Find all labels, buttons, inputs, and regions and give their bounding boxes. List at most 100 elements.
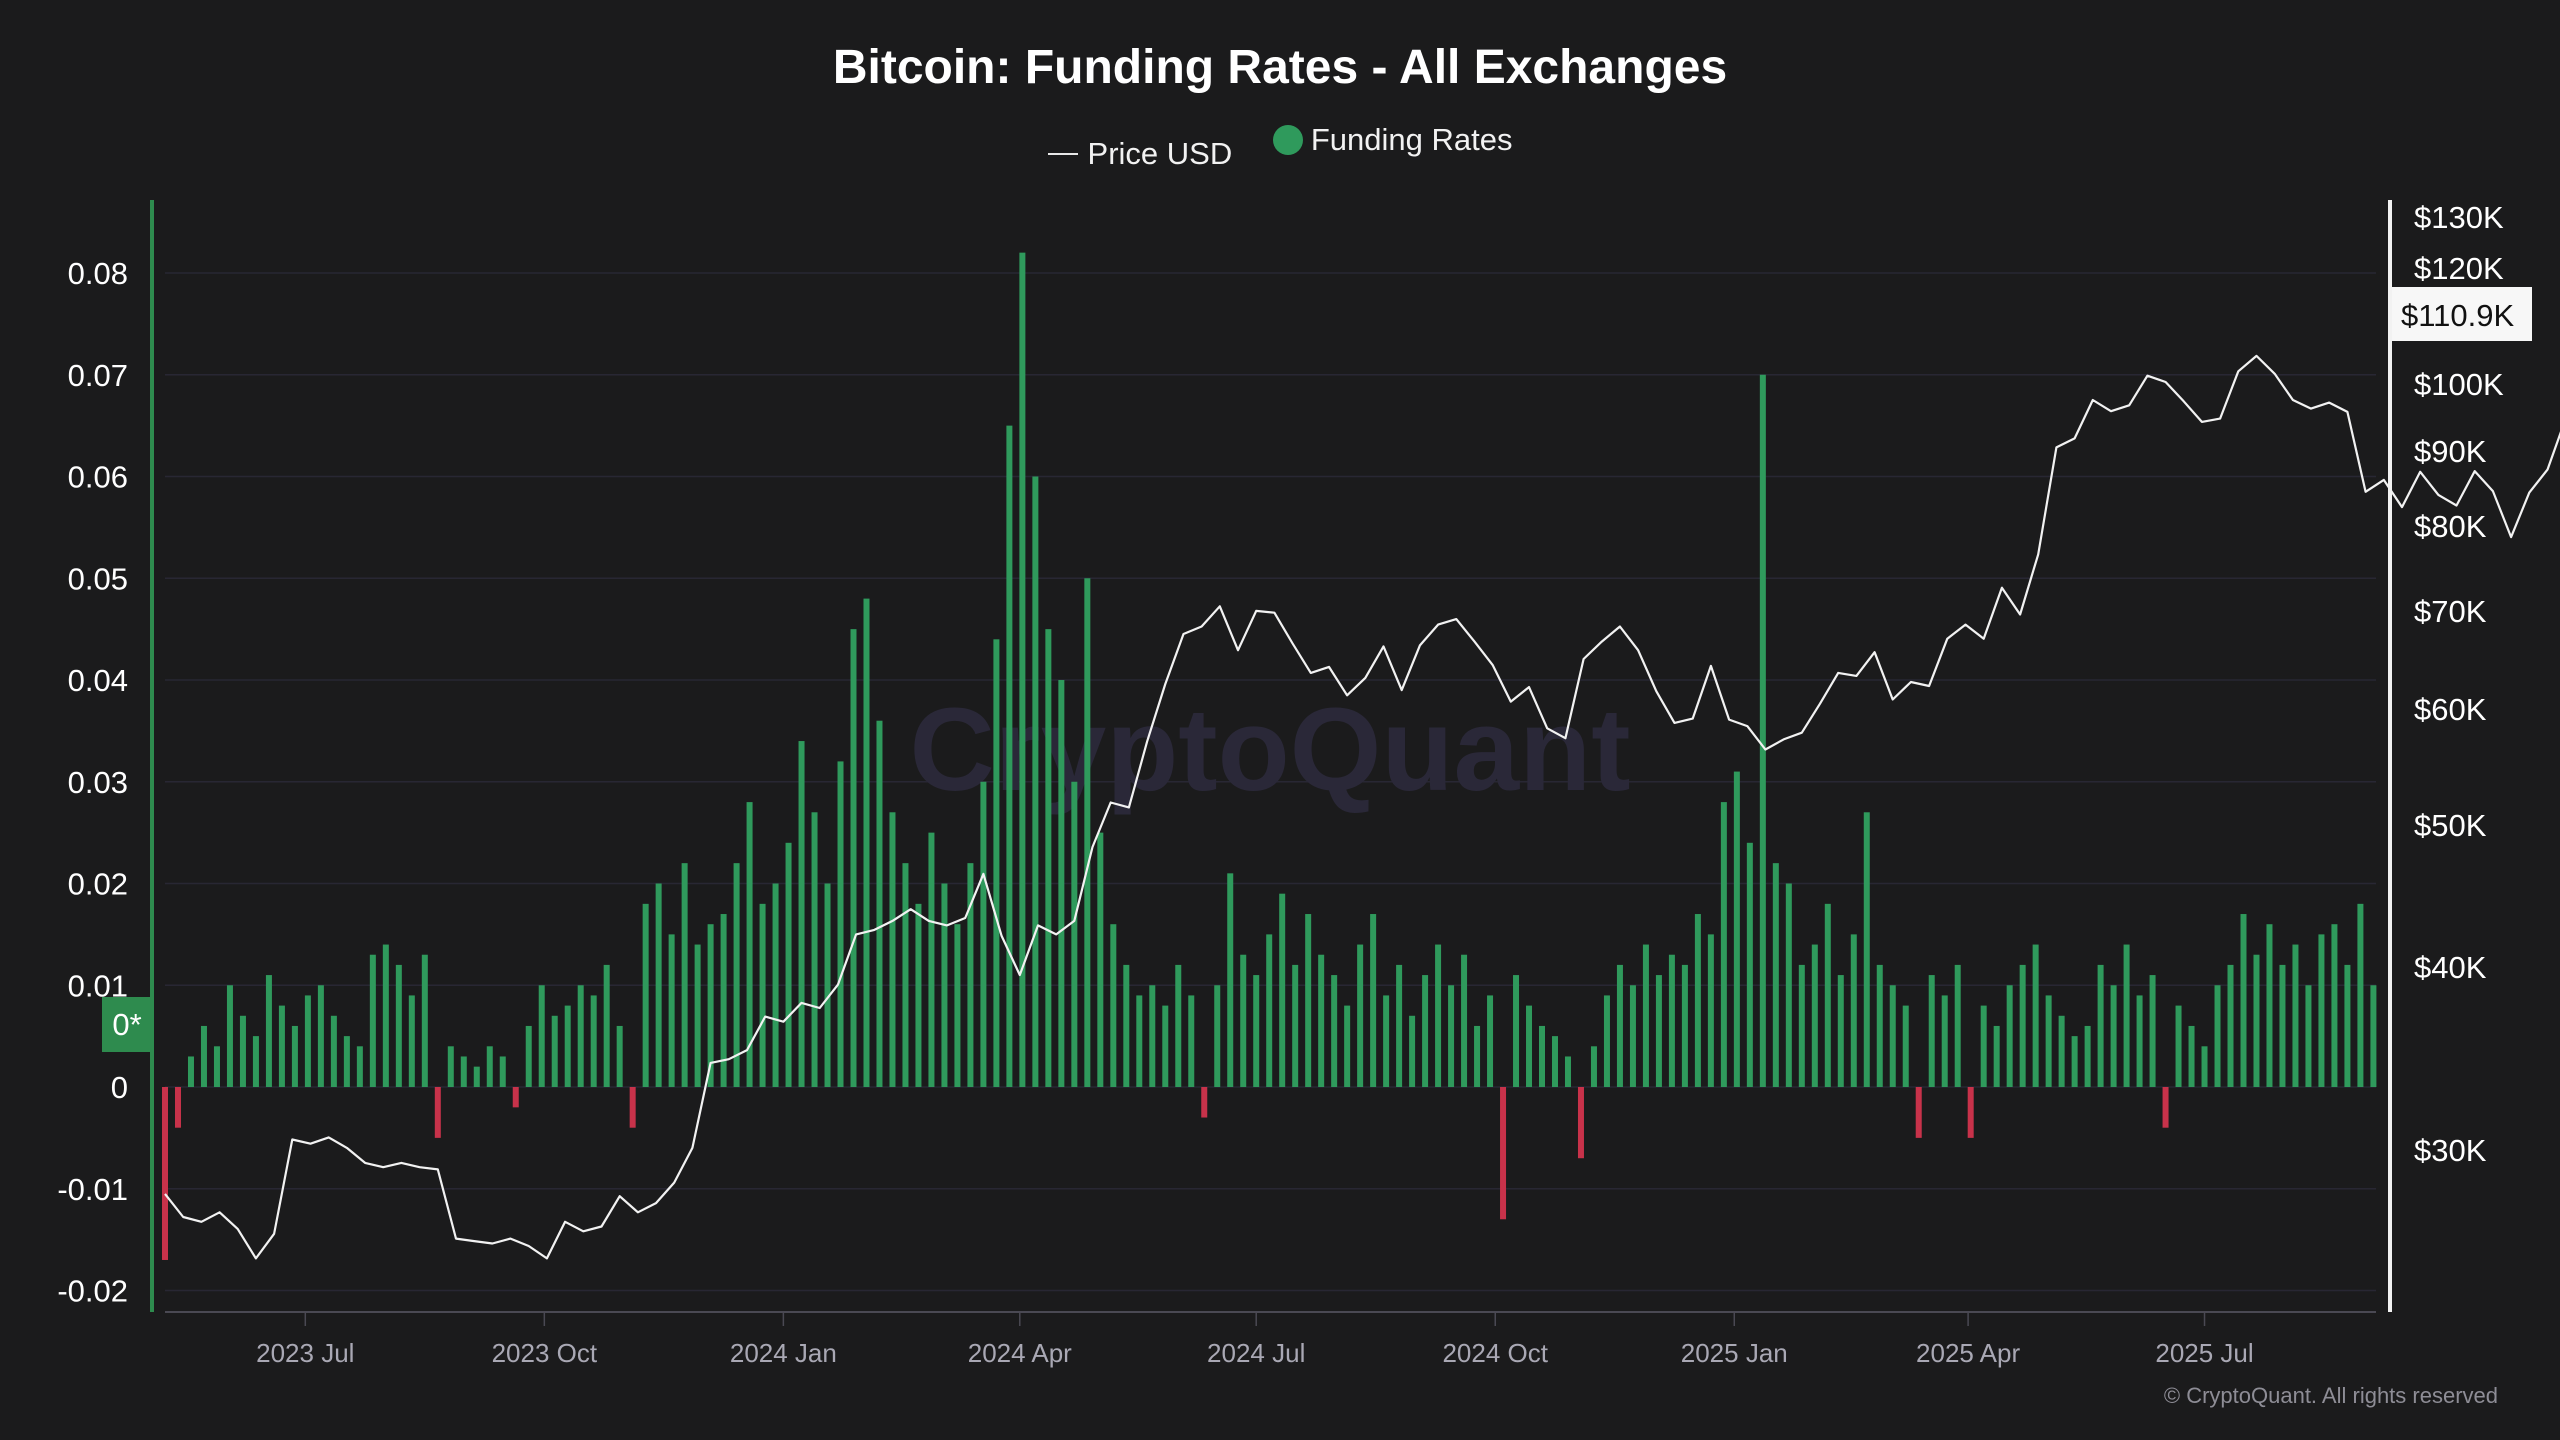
funding-bar xyxy=(2058,1015,2065,1087)
funding-bar xyxy=(564,1005,571,1087)
funding-bar xyxy=(850,629,857,1087)
funding-bar xyxy=(1526,1005,1533,1087)
funding-bar xyxy=(1487,995,1494,1087)
funding-bar xyxy=(512,1087,519,1108)
funding-bar xyxy=(2045,995,2052,1087)
funding-bar xyxy=(1928,975,1935,1087)
funding-bar xyxy=(1616,964,1623,1087)
funding-bar xyxy=(1889,985,1896,1087)
funding-bar xyxy=(915,903,922,1087)
funding-bar xyxy=(2292,944,2299,1087)
funding-bar xyxy=(1655,975,1662,1087)
funding-bar xyxy=(642,903,649,1087)
funding-bar xyxy=(1448,985,1455,1087)
funding-bar xyxy=(162,1087,168,1260)
funding-bar xyxy=(1084,578,1091,1087)
funding-bar xyxy=(1474,1025,1481,1087)
x-tick-label: 2024 Oct xyxy=(1442,1338,1548,1368)
funding-bar xyxy=(1435,944,1442,1087)
funding-bar xyxy=(2084,1025,2091,1087)
funding-bar xyxy=(2006,985,2013,1087)
funding-bar xyxy=(174,1087,181,1128)
right-axis-ticks: $130K $120K $100K $90K $80K $70K $60K $50K $40K $… xyxy=(2414,200,2504,1168)
funding-bar xyxy=(343,1036,350,1087)
funding-bar xyxy=(330,1015,337,1087)
funding-bar xyxy=(304,995,311,1087)
funding-bar xyxy=(655,883,662,1087)
funding-bar xyxy=(1577,1087,1584,1159)
funding-bar xyxy=(2110,985,2117,1087)
funding-bar xyxy=(1539,1025,1546,1087)
right-tick-label: $90K xyxy=(2414,434,2487,469)
price-badge: $110.9K xyxy=(2392,287,2532,341)
funding-bar xyxy=(889,812,896,1087)
funding-bar xyxy=(1123,964,1130,1087)
funding-bar xyxy=(1603,995,1610,1087)
funding-bar xyxy=(1915,1087,1922,1138)
funding-bar xyxy=(902,863,909,1087)
funding-bar xyxy=(1409,1015,1416,1087)
funding-bar xyxy=(2357,903,2364,1087)
price-badge-label: $110.9K xyxy=(2401,298,2515,333)
left-tick-label: 0.06 xyxy=(68,460,128,495)
funding-bar xyxy=(1162,1005,1169,1087)
funding-bar xyxy=(967,863,974,1087)
funding-bar xyxy=(1707,934,1714,1087)
funding-bar xyxy=(1383,995,1390,1087)
funding-bar xyxy=(733,863,740,1087)
funding-bar xyxy=(2071,1036,2078,1087)
funding-bar xyxy=(408,995,415,1087)
funding-bar xyxy=(1058,680,1065,1087)
funding-bar xyxy=(707,924,714,1087)
funding-bar xyxy=(2188,1025,2195,1087)
legend: Price USD Funding Rates xyxy=(0,122,2560,172)
funding-bar xyxy=(421,954,428,1087)
funding-bar xyxy=(447,1046,454,1087)
funding-bar xyxy=(1227,873,1234,1087)
zero-badge-label: 0* xyxy=(112,1007,141,1042)
funding-bar xyxy=(1305,914,1312,1087)
funding-bar xyxy=(811,812,818,1087)
funding-bar xyxy=(1733,771,1740,1087)
funding-bar xyxy=(2279,964,2286,1087)
left-tick-label: 0.03 xyxy=(68,765,128,800)
funding-bar xyxy=(759,903,766,1087)
funding-bar xyxy=(1253,975,1260,1087)
funding-bar xyxy=(603,964,610,1087)
funding-bar xyxy=(1240,954,1247,1087)
funding-bar xyxy=(1032,476,1039,1087)
line-marker-icon xyxy=(1047,153,1078,155)
funding-bar xyxy=(2370,985,2377,1087)
x-tick-label: 2023 Jul xyxy=(256,1338,354,1368)
funding-bar xyxy=(1863,812,1870,1087)
funding-bar xyxy=(785,842,792,1087)
funding-bar xyxy=(2266,924,2273,1087)
funding-bar xyxy=(1564,1056,1571,1087)
funding-bar xyxy=(1746,842,1753,1087)
funding-bar xyxy=(1006,425,1013,1087)
funding-bar xyxy=(1214,985,1221,1087)
funding-bar xyxy=(863,598,870,1087)
price-badge-bg xyxy=(2392,287,2532,341)
funding-bar xyxy=(1551,1036,1558,1087)
x-tick-label: 2024 Jul xyxy=(1207,1338,1305,1368)
funding-bar xyxy=(1759,374,1766,1087)
legend-item-funding[interactable]: Funding Rates xyxy=(1272,122,1512,158)
funding-bar xyxy=(837,761,844,1087)
funding-bar xyxy=(473,1066,480,1087)
funding-bar xyxy=(993,639,1000,1087)
funding-bar xyxy=(720,914,727,1087)
funding-bar xyxy=(629,1087,636,1128)
funding-bar xyxy=(876,720,883,1087)
funding-bar xyxy=(538,985,545,1087)
funding-bar xyxy=(1902,1005,1909,1087)
funding-bar xyxy=(252,1036,259,1087)
legend-item-price[interactable]: Price USD xyxy=(1047,136,1232,172)
funding-bar xyxy=(1590,1046,1597,1087)
right-tick-label: $120K xyxy=(2414,251,2504,286)
funding-bar xyxy=(1980,1005,1987,1087)
zero-badge: 0* xyxy=(102,997,152,1052)
funding-bar xyxy=(1136,995,1143,1087)
funding-bar xyxy=(954,924,961,1087)
left-tick-label: -0.01 xyxy=(57,1172,128,1207)
